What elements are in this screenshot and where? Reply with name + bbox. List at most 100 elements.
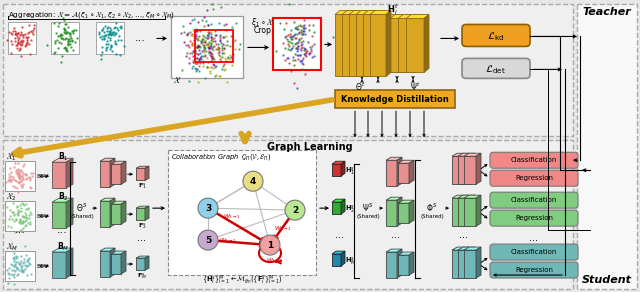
- Point: [291, 41, 301, 46]
- Point: [208, 48, 218, 52]
- Point: [13, 35, 23, 40]
- Point: [198, 60, 208, 65]
- Point: [68, 48, 78, 53]
- Point: [191, 27, 201, 32]
- Point: [304, 28, 314, 33]
- Point: [198, 64, 208, 69]
- Point: [42, 43, 52, 48]
- Point: [12, 272, 22, 277]
- Point: [13, 166, 23, 171]
- Point: [16, 253, 26, 258]
- Point: [21, 207, 31, 212]
- Polygon shape: [363, 11, 384, 15]
- Point: [65, 39, 76, 43]
- Point: [178, 24, 188, 29]
- Point: [11, 218, 21, 223]
- Point: [9, 257, 19, 261]
- Point: [57, 32, 67, 37]
- Point: [63, 43, 73, 48]
- Point: [17, 25, 27, 30]
- Point: [207, 36, 217, 41]
- Point: [15, 46, 25, 50]
- Point: [26, 186, 36, 191]
- Text: $\Psi^t$: $\Psi^t$: [410, 80, 420, 93]
- Text: $\mathcal{X}_M$: $\mathcal{X}_M$: [6, 241, 18, 253]
- Point: [15, 229, 26, 233]
- Point: [211, 32, 221, 37]
- Point: [193, 44, 203, 48]
- Point: [113, 28, 123, 32]
- Point: [209, 28, 220, 33]
- Point: [22, 216, 33, 221]
- Point: [291, 46, 301, 50]
- Point: [10, 184, 20, 189]
- Point: [57, 54, 67, 59]
- Point: [200, 76, 211, 81]
- Text: Student: Student: [582, 275, 632, 285]
- Point: [13, 167, 24, 172]
- Point: [191, 32, 201, 37]
- Text: $\mathbf{H}_M^s$: $\mathbf{H}_M^s$: [345, 256, 356, 268]
- Polygon shape: [458, 198, 470, 226]
- Point: [25, 184, 35, 189]
- Text: Classification: Classification: [511, 249, 557, 255]
- Point: [13, 41, 24, 45]
- Point: [191, 61, 202, 65]
- Point: [307, 44, 317, 48]
- Point: [13, 171, 23, 175]
- Point: [198, 54, 208, 59]
- Polygon shape: [397, 249, 402, 278]
- Point: [9, 211, 19, 216]
- Text: $\mathcal{X}$: $\mathcal{X}$: [173, 76, 181, 85]
- Polygon shape: [452, 198, 464, 226]
- Polygon shape: [121, 251, 126, 274]
- Polygon shape: [365, 11, 370, 77]
- Point: [203, 43, 213, 47]
- Circle shape: [260, 235, 280, 255]
- Point: [292, 41, 303, 46]
- Polygon shape: [390, 18, 408, 72]
- Point: [21, 176, 31, 181]
- Point: [12, 186, 22, 191]
- Point: [13, 268, 24, 273]
- Point: [18, 176, 28, 181]
- Polygon shape: [464, 153, 469, 184]
- Polygon shape: [382, 18, 400, 72]
- Polygon shape: [452, 195, 469, 198]
- Point: [218, 22, 228, 27]
- Polygon shape: [332, 254, 341, 266]
- Point: [218, 41, 228, 46]
- Point: [220, 56, 230, 61]
- Point: [231, 21, 241, 26]
- Polygon shape: [136, 258, 145, 270]
- Point: [291, 32, 301, 36]
- Polygon shape: [382, 15, 405, 18]
- Point: [290, 35, 300, 40]
- Point: [16, 209, 26, 214]
- Point: [8, 213, 19, 218]
- Point: [63, 36, 74, 41]
- Point: [15, 265, 26, 270]
- Point: [296, 36, 306, 41]
- Point: [214, 57, 225, 61]
- Point: [205, 44, 216, 48]
- Text: $\mathbf{B}_2$: $\mathbf{B}_2$: [58, 191, 68, 204]
- Point: [217, 67, 227, 71]
- Point: [62, 38, 72, 43]
- Point: [205, 53, 216, 58]
- Point: [206, 35, 216, 40]
- Polygon shape: [332, 161, 345, 164]
- Point: [207, 58, 217, 62]
- Point: [13, 31, 24, 36]
- Point: [12, 171, 22, 175]
- Point: [13, 174, 23, 178]
- Point: [17, 41, 27, 46]
- Point: [297, 61, 307, 66]
- Point: [230, 47, 240, 52]
- Point: [291, 25, 301, 29]
- Point: [25, 178, 35, 182]
- Point: [105, 25, 115, 30]
- Point: [15, 33, 25, 37]
- Point: [191, 35, 201, 40]
- Point: [209, 44, 219, 49]
